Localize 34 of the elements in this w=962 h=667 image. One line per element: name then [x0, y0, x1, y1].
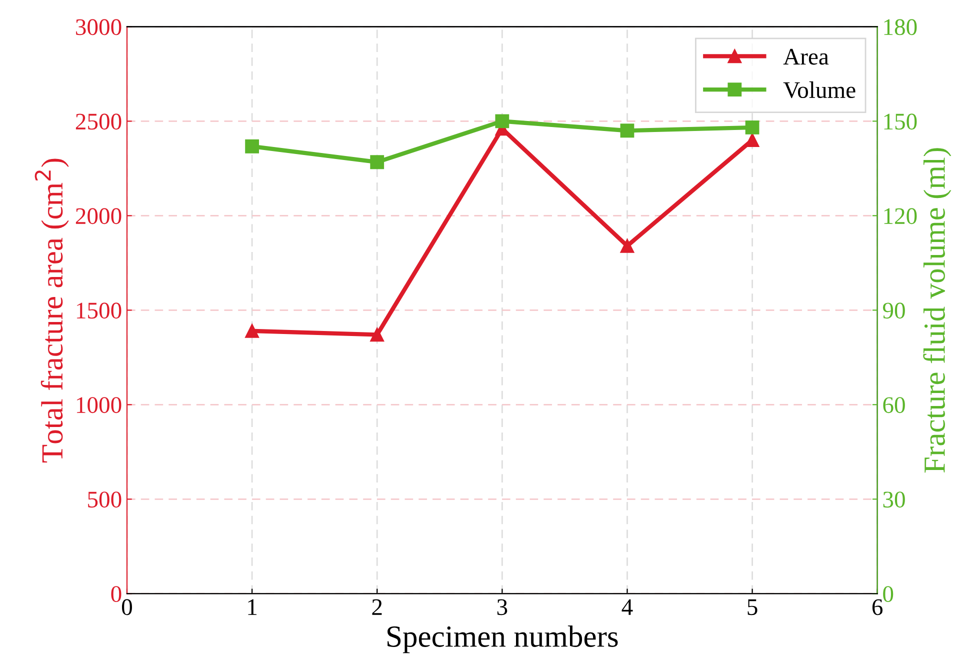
y-tick-label: 2000 [76, 208, 122, 224]
y2-axis-title: Fracture fluid volume (ml) [923, 148, 952, 473]
legend-label: Area [783, 48, 829, 65]
x-tick-label: 6 [872, 599, 883, 616]
y-tick-label: 3000 [76, 19, 122, 36]
legend-label: Volume [783, 81, 856, 98]
y-tick-label: 1000 [76, 397, 122, 414]
y2-tick-label: 30 [883, 492, 905, 508]
x-tick-label: 5 [748, 599, 758, 616]
point [370, 328, 384, 342]
y-tick-label: 2500 [76, 114, 122, 130]
x-tick-label: 0 [122, 599, 132, 616]
point [745, 120, 760, 134]
point [495, 114, 510, 128]
y-tick-label: 1500 [76, 302, 122, 319]
point [620, 238, 634, 253]
point [245, 324, 259, 338]
point [245, 139, 259, 154]
y-tick-label: 500 [88, 492, 122, 508]
x-tick-label: 3 [497, 599, 508, 616]
y-tick-label: 0 [111, 586, 122, 602]
x-tick-label: 1 [248, 599, 257, 615]
y2-tick-label: 180 [884, 19, 917, 36]
y2-tick-label: 120 [884, 208, 917, 224]
x-tick-label: 2 [372, 599, 382, 615]
y-axis-title: Total fracture area (cm$^{2}$) [34, 158, 69, 463]
point [620, 124, 634, 138]
y2-tick-label: 150 [884, 114, 917, 130]
y2-tick-label: 90 [882, 302, 905, 319]
x-axis-title: Specimen numbers [388, 625, 618, 654]
y2-tick-label: 60 [883, 397, 905, 414]
y2-tick-label: 0 [883, 586, 894, 602]
point [370, 155, 384, 170]
x-tick-label: 4 [622, 599, 633, 615]
